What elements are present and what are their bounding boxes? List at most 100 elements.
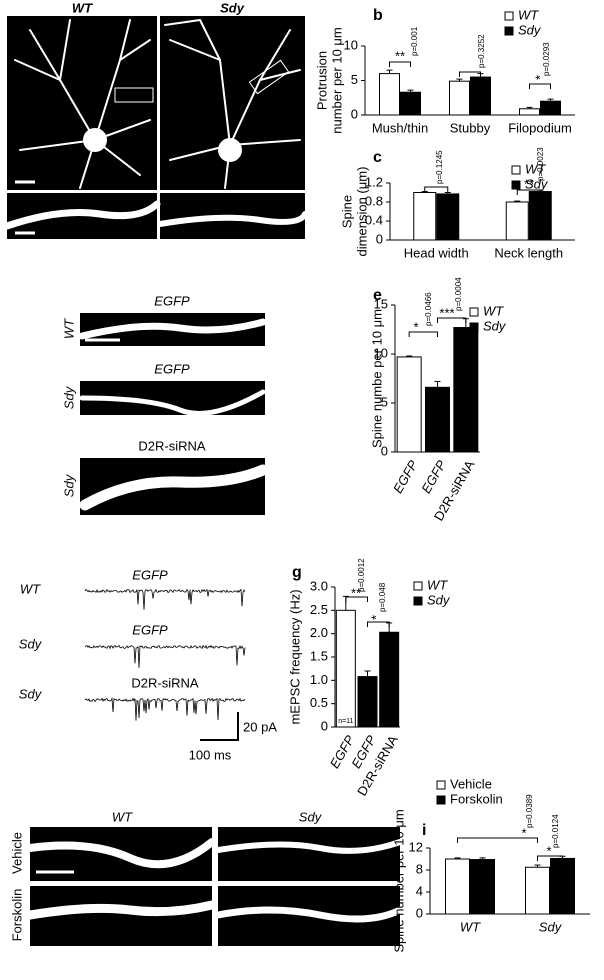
x-tick-label: WT [460, 919, 481, 934]
inset-box [114, 87, 154, 103]
legend-swatch [504, 26, 514, 36]
micrographs-h: WT Sdy Vehicle Forskolin [9, 809, 404, 946]
x-tick-label: Filopodium [508, 120, 572, 135]
traces-f: WT EGFP Sdy EGFP Sdy D2R-siRNA 20 pA 100… [19, 567, 278, 762]
image-label: EGFP [132, 567, 168, 582]
n-label: n=12 [381, 718, 397, 725]
annotation: ** [351, 585, 361, 600]
y-tick-label: 5 [351, 72, 358, 87]
micrograph [30, 886, 212, 946]
dendrite [164, 19, 301, 189]
significance-bracket [537, 855, 563, 861]
soma [218, 138, 242, 162]
y-axis-label: Spine numbe per 10 μm [369, 309, 384, 448]
annotation: *** [439, 305, 454, 320]
dendrite [214, 906, 404, 923]
legend-label: Vehicle [450, 776, 492, 791]
image-label: Vehicle [9, 832, 24, 874]
y-tick-label: 4 [416, 883, 423, 898]
image-label: WT [72, 0, 93, 15]
legend-swatch [504, 11, 514, 21]
significance-bracket [389, 61, 411, 67]
dendrite [25, 900, 217, 920]
annotation: p=0.0389 [525, 794, 534, 828]
y-axis-label: Spine [339, 195, 354, 228]
y-tick-label: 1.5 [310, 648, 328, 663]
significance-bracket [408, 331, 438, 337]
trace [84, 697, 246, 721]
legend-swatch [436, 795, 446, 805]
annotation: ** [524, 176, 534, 191]
panel-letter: g [292, 564, 302, 581]
y-axis-label: dimension (μm) [354, 167, 369, 257]
significance-bracket [424, 186, 449, 192]
bar [379, 73, 400, 116]
image-label: WT [112, 809, 133, 824]
y-axis-label: Spine number per 10 μm [391, 809, 406, 952]
bar [449, 80, 470, 116]
x-tick-label: Sdy [539, 919, 563, 934]
y-tick-label: 0.8 [365, 193, 383, 208]
image-label: Sdy [19, 636, 43, 651]
image-label: Forskolin [9, 889, 24, 942]
significance-bracket [437, 317, 467, 323]
annotation: ** [395, 48, 405, 63]
annotation: p=0.0023 [536, 147, 545, 181]
legend-label: WT [483, 303, 504, 318]
legend-label: Sdy [525, 176, 549, 191]
dendrite [79, 389, 266, 416]
x-tick-label: Head width [404, 245, 469, 260]
y-tick-label: 0 [376, 231, 383, 246]
legend-label: Forskolin [450, 791, 503, 806]
annotation: * [413, 319, 418, 334]
trace [84, 644, 246, 668]
bar [505, 201, 529, 241]
dendrite [78, 318, 267, 340]
scale-bar [200, 712, 239, 741]
y-tick-label: 5 [381, 394, 388, 409]
image-label: D2R-siRNA [131, 675, 199, 690]
micrographs-d: EGFP WT EGFP Sdy D2R-siRNA Sdy [61, 293, 269, 515]
image-label: Sdy [299, 809, 323, 824]
bar [335, 609, 356, 728]
bar [540, 100, 561, 116]
y-tick-label: 2.5 [310, 602, 328, 617]
y-axis-label: mEPSC frequency (Hz) [287, 589, 302, 724]
significance-bracket [457, 837, 538, 843]
bar [400, 91, 421, 116]
annotation: p=0.0124 [551, 814, 560, 848]
bar [396, 356, 422, 453]
y-tick-label: 0 [381, 443, 388, 458]
panel-letter: b [373, 7, 383, 24]
significance-bracket [459, 71, 481, 77]
image-label: Sdy [61, 385, 76, 409]
micrograph [218, 827, 400, 881]
y-tick-label: 0 [351, 106, 358, 121]
image-label: Sdy [19, 686, 43, 701]
legend-label: Sdy [427, 592, 451, 607]
x-tick-label: Mush/thin [372, 120, 428, 135]
bar [453, 327, 479, 453]
y-tick-label: 10 [374, 345, 388, 360]
bar [525, 866, 550, 915]
image-label: D2R-siRNA [138, 438, 206, 453]
bar [470, 859, 495, 915]
bar [413, 192, 437, 241]
panel-letter: i [422, 822, 426, 839]
panel-letter: e [373, 287, 382, 304]
bar [357, 676, 378, 728]
y-tick-label: 12 [409, 839, 423, 854]
bar [445, 858, 470, 915]
annotation: * [546, 843, 551, 858]
annotation: p=0.0466 [424, 292, 433, 326]
y-tick-label: 0 [416, 905, 423, 920]
bar [550, 857, 575, 915]
legend-swatch [436, 780, 446, 790]
legend-swatch [469, 322, 479, 332]
scale-label: 20 pA [243, 719, 277, 734]
soma [83, 128, 107, 152]
image-label: Sdy [61, 473, 76, 497]
y-tick-label: 3.0 [310, 578, 328, 593]
x-tick-label: Stubby [450, 120, 491, 135]
x-tick-label: Neck length [494, 245, 563, 260]
